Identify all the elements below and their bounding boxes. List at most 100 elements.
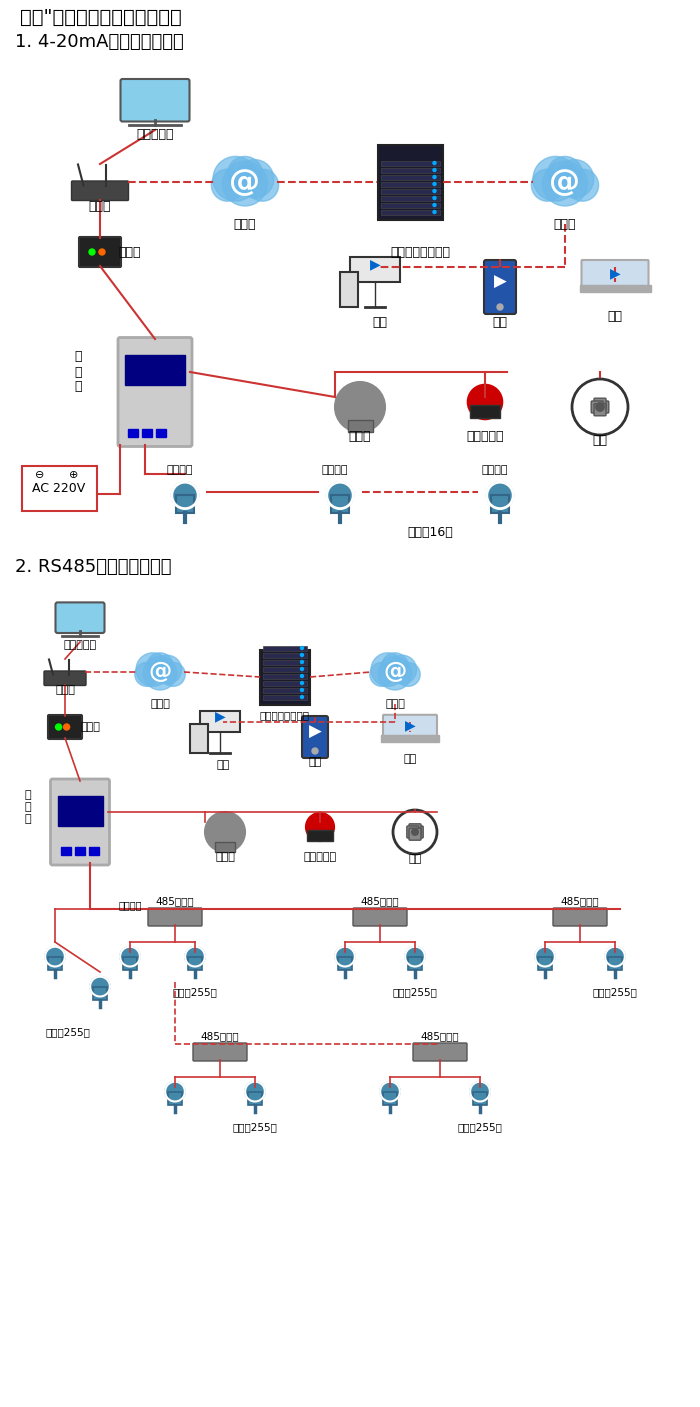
Bar xyxy=(142,429,152,436)
Text: @: @ xyxy=(384,660,407,684)
Circle shape xyxy=(312,749,318,754)
Bar xyxy=(331,495,349,514)
FancyBboxPatch shape xyxy=(44,671,86,685)
Bar xyxy=(263,646,307,650)
Text: 可连接255台: 可连接255台 xyxy=(46,1027,90,1037)
Circle shape xyxy=(542,162,587,205)
Circle shape xyxy=(89,249,95,255)
Circle shape xyxy=(300,646,304,650)
Circle shape xyxy=(497,304,503,310)
Text: ▶: ▶ xyxy=(494,273,506,291)
Text: ▶: ▶ xyxy=(309,723,321,741)
Bar xyxy=(470,405,500,418)
Bar xyxy=(307,830,332,841)
Circle shape xyxy=(388,656,416,684)
Text: 手机: 手机 xyxy=(493,315,507,328)
Bar xyxy=(491,495,509,514)
Bar xyxy=(74,847,85,855)
Bar xyxy=(263,688,307,692)
Bar xyxy=(200,711,240,732)
Text: 安帕尔网络服务器: 安帕尔网络服务器 xyxy=(390,245,450,259)
Text: 可连接16个: 可连接16个 xyxy=(407,525,453,539)
Circle shape xyxy=(433,190,436,193)
Circle shape xyxy=(433,211,436,214)
Circle shape xyxy=(433,169,436,172)
Bar xyxy=(156,429,166,436)
Bar xyxy=(381,196,440,201)
Bar xyxy=(538,957,552,969)
FancyBboxPatch shape xyxy=(118,338,192,446)
Circle shape xyxy=(468,384,503,419)
Circle shape xyxy=(335,947,355,967)
FancyBboxPatch shape xyxy=(71,182,129,201)
Text: 485中继器: 485中继器 xyxy=(155,896,195,906)
FancyBboxPatch shape xyxy=(409,825,421,836)
Circle shape xyxy=(547,156,582,191)
Circle shape xyxy=(433,162,436,165)
Text: 电脑: 电脑 xyxy=(216,760,230,770)
Circle shape xyxy=(300,695,304,698)
Circle shape xyxy=(300,681,304,684)
Text: ▶: ▶ xyxy=(215,709,225,723)
FancyBboxPatch shape xyxy=(413,1043,467,1061)
Bar xyxy=(383,1092,397,1104)
Bar xyxy=(263,695,307,699)
Circle shape xyxy=(64,725,69,730)
Circle shape xyxy=(380,1082,400,1102)
Circle shape xyxy=(382,653,408,680)
Text: 互联网: 互联网 xyxy=(554,218,576,231)
Circle shape xyxy=(135,663,159,687)
Circle shape xyxy=(211,169,244,201)
Circle shape xyxy=(300,653,304,657)
Text: 可连接255台: 可连接255台 xyxy=(458,1121,503,1133)
Bar xyxy=(263,667,307,671)
Text: @: @ xyxy=(148,660,172,684)
Bar xyxy=(188,957,202,969)
FancyBboxPatch shape xyxy=(148,908,202,926)
Text: ▶: ▶ xyxy=(610,266,620,280)
Bar xyxy=(381,203,440,207)
Bar xyxy=(381,734,439,741)
FancyBboxPatch shape xyxy=(594,398,606,411)
Text: 转换器: 转换器 xyxy=(80,722,100,732)
Circle shape xyxy=(327,483,354,508)
Circle shape xyxy=(246,169,279,201)
Bar xyxy=(263,660,307,664)
Text: 终端: 终端 xyxy=(403,754,416,764)
Bar xyxy=(48,957,62,969)
Text: 1. 4-20mA信号连接系统图: 1. 4-20mA信号连接系统图 xyxy=(15,32,183,51)
FancyBboxPatch shape xyxy=(48,715,82,739)
Text: 大众"系列带显示固定式检测仪: 大众"系列带显示固定式检测仪 xyxy=(20,7,182,27)
Circle shape xyxy=(45,947,65,967)
FancyBboxPatch shape xyxy=(597,401,609,414)
Circle shape xyxy=(136,653,169,687)
Text: 信号输出: 信号输出 xyxy=(167,464,193,476)
Circle shape xyxy=(533,156,578,201)
FancyBboxPatch shape xyxy=(120,79,190,121)
Bar xyxy=(60,847,71,855)
Circle shape xyxy=(228,156,262,191)
Circle shape xyxy=(378,657,412,689)
Bar xyxy=(57,796,102,826)
Circle shape xyxy=(223,162,267,205)
Text: ⊕: ⊕ xyxy=(69,470,78,480)
Text: 2. RS485信号连接系统图: 2. RS485信号连接系统图 xyxy=(15,559,172,575)
Text: 485中继器: 485中继器 xyxy=(201,1031,239,1041)
Text: ⊖: ⊖ xyxy=(35,470,45,480)
Text: 信号输出: 信号输出 xyxy=(118,900,141,910)
Bar xyxy=(125,355,185,384)
Circle shape xyxy=(306,813,335,841)
Text: 路由器: 路由器 xyxy=(55,685,75,695)
Bar xyxy=(123,957,136,969)
Bar xyxy=(381,182,440,187)
Bar xyxy=(580,286,650,293)
Bar xyxy=(473,1092,486,1104)
Text: 声光报警器: 声光报警器 xyxy=(303,853,337,862)
Text: 485中继器: 485中继器 xyxy=(421,1031,459,1041)
Circle shape xyxy=(433,197,436,200)
Text: 路由器: 路由器 xyxy=(89,201,111,214)
Text: 信号输出: 信号输出 xyxy=(322,464,349,476)
Text: @: @ xyxy=(230,167,260,197)
Bar xyxy=(263,653,307,657)
Bar xyxy=(381,160,440,166)
